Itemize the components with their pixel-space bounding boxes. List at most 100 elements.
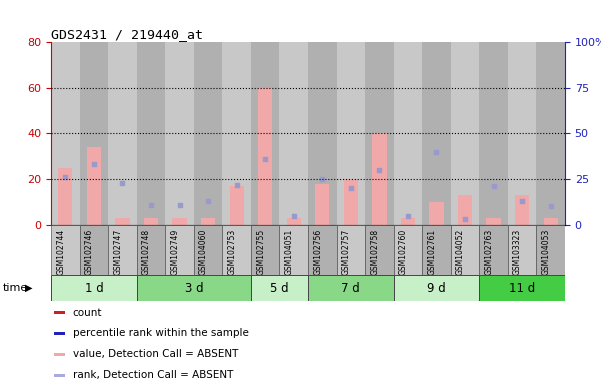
Bar [87,147,101,225]
Bar [422,225,451,275]
Text: GSM102763: GSM102763 [484,228,493,275]
Text: rank, Detection Call = ABSENT: rank, Detection Call = ABSENT [73,371,233,381]
Text: 1 d: 1 d [85,281,103,295]
Text: GSM102756: GSM102756 [313,228,322,275]
Bar [394,225,422,275]
Text: time: time [3,283,28,293]
Bar [108,225,136,275]
Point [546,204,555,210]
Point [289,212,299,218]
Bar [394,42,422,225]
Text: 11 d: 11 d [509,281,535,295]
Bar [136,42,165,225]
Bar [201,218,215,225]
Bar [344,179,358,225]
Bar [451,42,479,225]
Text: GSM102747: GSM102747 [114,228,123,275]
Bar [51,275,136,301]
Bar [51,42,79,225]
Bar [543,218,558,225]
Text: GSM104053: GSM104053 [542,228,551,275]
Bar [251,275,308,301]
Bar [279,225,308,275]
Text: 5 d: 5 d [270,281,288,295]
Text: GSM102761: GSM102761 [427,228,436,275]
Bar [394,275,479,301]
Bar [258,88,272,225]
Bar [251,225,279,275]
Bar [508,42,536,225]
Text: GSM102758: GSM102758 [370,228,379,275]
Text: GSM102746: GSM102746 [85,228,94,275]
Text: count: count [73,308,102,318]
Bar [108,42,136,225]
Bar [486,218,501,225]
Point [146,202,156,208]
Bar [115,218,130,225]
Bar [536,225,565,275]
Bar [337,225,365,275]
Bar [308,42,337,225]
Bar [429,202,444,225]
Bar [172,218,187,225]
Point [89,161,99,167]
Text: GSM103323: GSM103323 [513,228,522,275]
Text: GSM102753: GSM102753 [228,228,237,275]
Bar [508,225,536,275]
Bar [53,332,65,335]
Text: ▶: ▶ [25,283,32,293]
Point [61,174,70,180]
Text: GSM102760: GSM102760 [399,228,408,275]
Bar [479,42,508,225]
Point [317,176,327,182]
Bar [458,195,472,225]
Bar [58,168,73,225]
Bar [401,218,415,225]
Bar [422,42,451,225]
Bar [308,275,394,301]
Bar [53,311,65,314]
Point [346,185,356,191]
Point [118,180,127,186]
Point [489,183,498,189]
Bar [165,42,194,225]
Bar [479,225,508,275]
Bar [144,218,158,225]
Bar [79,225,108,275]
Bar [337,42,365,225]
Text: GSM102755: GSM102755 [256,228,265,275]
Bar [222,225,251,275]
Bar [315,184,329,225]
Bar [165,225,194,275]
Point [232,182,242,188]
Point [460,216,470,222]
Text: GSM102757: GSM102757 [342,228,351,275]
Point [260,156,270,162]
Text: GSM104051: GSM104051 [285,228,294,275]
Bar [479,275,565,301]
Bar [230,186,244,225]
Bar [251,42,279,225]
Text: GSM102748: GSM102748 [142,228,151,275]
Point [175,202,185,208]
Text: GSM102749: GSM102749 [171,228,180,275]
Bar [279,42,308,225]
Bar [451,225,479,275]
Bar [372,134,386,225]
Text: 7 d: 7 d [341,281,360,295]
Bar [287,218,301,225]
Point [374,167,384,173]
Bar [365,42,394,225]
Bar [515,195,529,225]
Bar [136,225,165,275]
Text: GSM104052: GSM104052 [456,228,465,275]
Bar [194,42,222,225]
Text: value, Detection Call = ABSENT: value, Detection Call = ABSENT [73,349,238,359]
Bar [79,42,108,225]
Text: GSM102744: GSM102744 [56,228,66,275]
Bar [194,225,222,275]
Bar [53,374,65,377]
Text: GSM104060: GSM104060 [199,228,208,275]
Bar [365,225,394,275]
Text: percentile rank within the sample: percentile rank within the sample [73,328,249,338]
